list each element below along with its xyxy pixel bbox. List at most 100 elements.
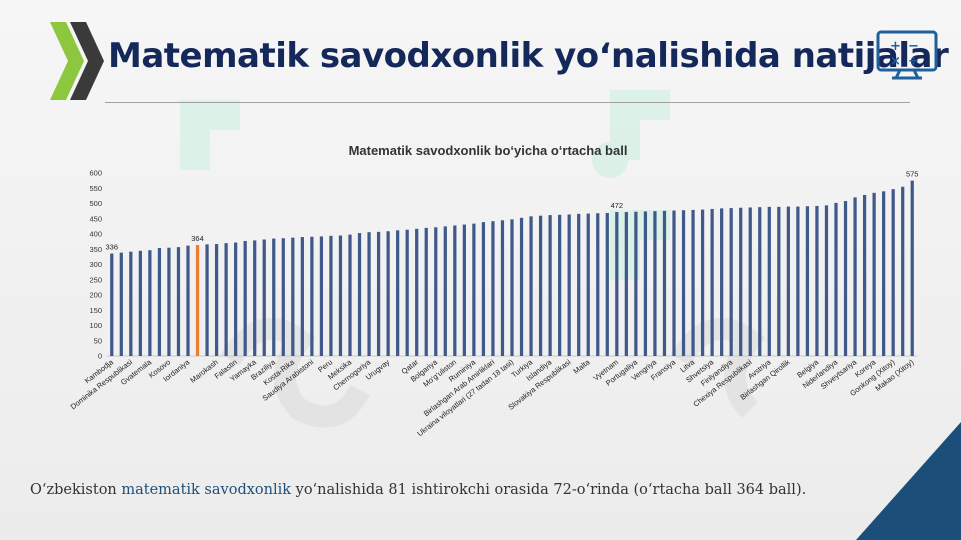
bar: [538, 215, 543, 356]
data-label: 364: [191, 234, 204, 243]
bar: [729, 208, 733, 356]
caption: O‘zbekiston matematik savodxonlik yo‘nal…: [30, 482, 806, 498]
bar: [758, 207, 762, 356]
bar: [567, 214, 571, 356]
bar: [434, 227, 438, 356]
y-tick-label: 550: [89, 184, 102, 193]
bar: [138, 250, 142, 356]
bar: [243, 241, 247, 356]
bar: [624, 212, 628, 356]
math-operations-icon: + − × ÷: [876, 30, 938, 80]
bar: [148, 250, 152, 356]
bar: [310, 236, 314, 356]
bar: [367, 232, 371, 356]
bar: [348, 234, 352, 356]
y-tick-label: 450: [89, 214, 102, 223]
y-tick-label: 400: [89, 230, 102, 239]
bar: [815, 205, 819, 356]
y-tick-label: 600: [89, 169, 102, 178]
bar: [872, 192, 876, 356]
bar: [205, 244, 209, 356]
caption-text-before: O‘zbekiston: [30, 482, 122, 498]
svg-text:÷: ÷: [908, 54, 919, 69]
data-label: 336: [106, 243, 119, 252]
data-label: 575: [906, 170, 919, 179]
bar: [615, 212, 619, 356]
bar: [805, 206, 810, 356]
bar: [157, 248, 162, 356]
bar: [510, 219, 514, 356]
bar: [777, 206, 781, 356]
bar: [605, 212, 609, 356]
chart-title: Matematik savodxonlik bo‘yicha o‘rtacha …: [349, 143, 628, 158]
data-label: 472: [611, 201, 624, 210]
bar: [529, 216, 533, 356]
bar: [396, 230, 400, 356]
bar: [176, 247, 181, 356]
bar: [834, 202, 838, 356]
bar: [891, 189, 895, 356]
bar: [672, 210, 676, 356]
bar: [405, 229, 409, 356]
chevron-logo-icon: [50, 22, 104, 100]
bar: [329, 235, 333, 356]
svg-text:+: +: [890, 39, 901, 54]
bar: [710, 208, 714, 356]
bar: [681, 210, 686, 356]
bar: [491, 221, 495, 356]
bar: [662, 210, 667, 356]
bar: [910, 180, 914, 356]
bar: [319, 236, 324, 356]
caption-highlight: matematik savodxonlik: [121, 482, 292, 498]
bar: [767, 206, 771, 356]
bar-chart: Matematik savodxonlik bo‘yicha o‘rtacha …: [69, 143, 919, 438]
bar: [224, 243, 228, 356]
x-category-label: Malta: [571, 357, 592, 376]
bar: [720, 208, 724, 356]
bar: [376, 231, 381, 356]
bar: [262, 239, 266, 356]
bar: [796, 206, 800, 356]
bar: [214, 244, 219, 356]
y-tick-label: 250: [89, 275, 102, 284]
bar: [548, 215, 552, 356]
bar: [119, 252, 123, 356]
bar: [558, 214, 562, 356]
bar: [882, 191, 886, 356]
y-tick-label: 150: [89, 306, 102, 315]
bar: [634, 211, 638, 356]
bar: [843, 201, 848, 356]
bar: [700, 209, 705, 356]
y-tick-label: 200: [89, 291, 102, 300]
bar: [167, 247, 171, 356]
bar: [481, 222, 486, 356]
title-divider: [105, 102, 910, 103]
bar: [357, 233, 362, 356]
bar: [901, 186, 905, 356]
bar: [500, 220, 505, 356]
y-tick-label: 100: [89, 321, 102, 330]
bar: [519, 217, 524, 356]
bar: [338, 235, 343, 356]
y-tick-label: 0: [98, 352, 102, 361]
bar: [281, 238, 285, 356]
bar: [424, 227, 428, 356]
bar: [739, 207, 743, 356]
bar: [186, 245, 190, 356]
bar: [472, 223, 476, 356]
bar: [291, 237, 295, 356]
corner-decoration: [856, 422, 961, 540]
bar: [110, 253, 114, 356]
bar-highlight: [195, 244, 200, 356]
bar: [853, 197, 857, 356]
bar: [415, 228, 419, 356]
bar: [453, 225, 457, 356]
bar: [443, 226, 447, 356]
caption-text-after: yo‘nalishida 81 ishtirokchi orasida 72-o…: [291, 482, 807, 498]
bar: [786, 206, 790, 356]
bar: [748, 207, 752, 356]
bar: [253, 240, 257, 356]
svg-text:×: ×: [890, 54, 901, 69]
bar: [577, 213, 581, 356]
